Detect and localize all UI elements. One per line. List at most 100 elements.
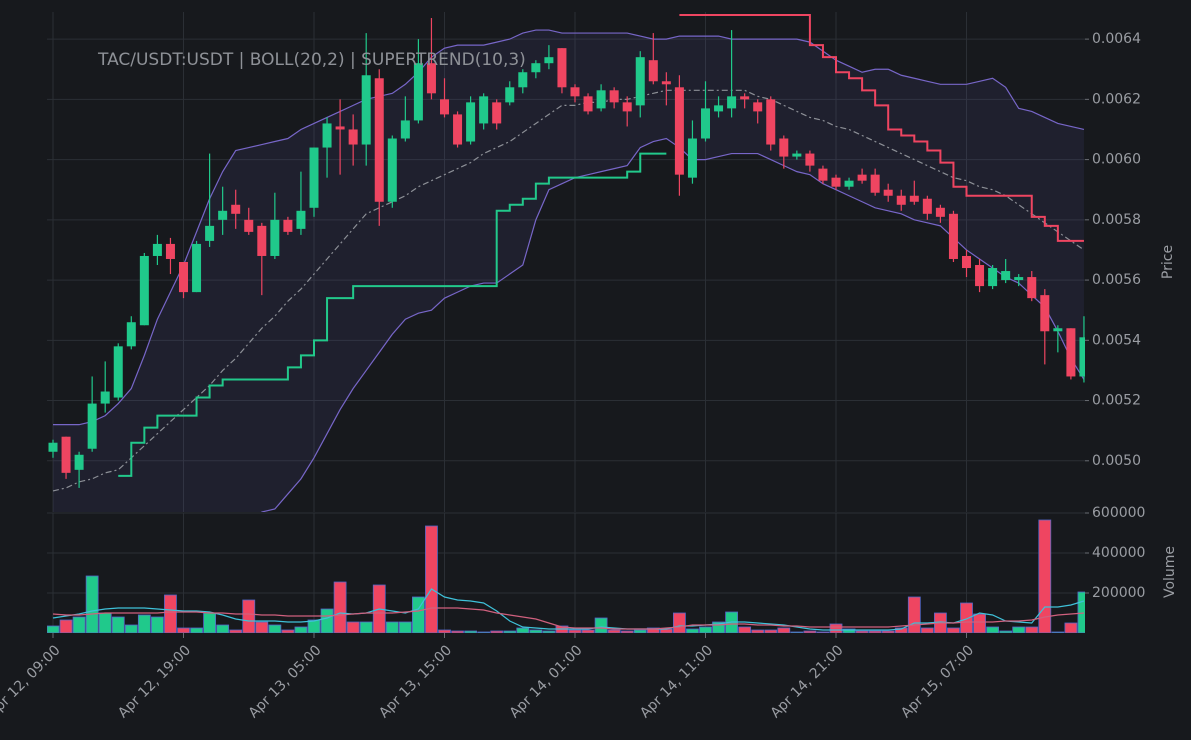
candle-body: [622, 102, 632, 112]
candle-body: [962, 255, 971, 269]
candle-body: [505, 87, 515, 103]
candle-body: [674, 87, 684, 175]
volume-bar: [47, 625, 60, 633]
candle-body: [492, 102, 502, 124]
candle-body: [1027, 277, 1037, 299]
candle-body: [988, 268, 998, 287]
candle-body: [374, 78, 384, 202]
volume-bar: [542, 630, 556, 633]
volume-bar: [85, 575, 99, 633]
volume-bar: [425, 525, 438, 633]
candle-body: [309, 147, 319, 208]
volume-bar: [164, 594, 177, 633]
volume-bar: [242, 599, 256, 633]
volume-bar: [894, 627, 908, 633]
volume-bar: [829, 623, 843, 633]
volume-bar: [307, 619, 321, 633]
candle-body: [1040, 295, 1050, 332]
candle-body: [883, 189, 893, 196]
candle-body: [818, 168, 828, 181]
candle-body: [557, 48, 567, 88]
candle-body: [544, 57, 554, 64]
volume-bar: [190, 627, 203, 633]
volume-bar: [111, 616, 125, 633]
candle-body: [387, 138, 397, 202]
candle-body: [466, 102, 476, 142]
candle-body: [1014, 277, 1024, 281]
volume-bar: [607, 629, 621, 633]
candle-body: [179, 262, 188, 293]
candle-body: [152, 243, 162, 256]
volume-bar: [594, 617, 608, 633]
volume-bar: [320, 608, 334, 633]
volume-bar: [451, 630, 464, 633]
volume-bar: [803, 630, 817, 633]
candle-body: [935, 207, 945, 217]
candle-body: [283, 219, 293, 232]
candle-body: [779, 138, 789, 157]
volume-bar: [673, 612, 686, 633]
candle-body: [413, 63, 423, 121]
volume-bar: [1064, 622, 1078, 633]
candle-body: [335, 126, 345, 130]
candle-body: [661, 81, 671, 85]
volume-bar: [255, 621, 269, 633]
price-axis-label: Price: [1160, 245, 1176, 279]
volume-bar: [150, 616, 164, 633]
candle-body: [609, 90, 619, 103]
candle-body: [857, 174, 867, 181]
volume-bar: [385, 621, 399, 633]
y-tick-label: 600000: [1092, 505, 1145, 521]
volume-bar: [438, 629, 451, 633]
candle-body: [231, 204, 241, 214]
volume-plot: [47, 519, 1085, 633]
candle-body: [48, 442, 58, 452]
candle-body: [479, 96, 489, 124]
candle-body: [870, 174, 880, 193]
y-tick-label: 0.0062: [1092, 91, 1141, 107]
candle-body: [975, 265, 985, 287]
candle-body: [922, 198, 932, 214]
volume-bar: [333, 581, 347, 633]
candle-body: [766, 99, 776, 145]
candle-body: [583, 96, 593, 112]
volume-bar: [411, 596, 425, 633]
candle-body: [440, 99, 449, 115]
candle-body: [192, 243, 202, 293]
volume-bar: [712, 621, 725, 633]
candle-body: [831, 177, 841, 187]
volume-bar: [751, 629, 765, 633]
volume-bar: [881, 630, 895, 633]
candle-body: [361, 75, 371, 145]
volume-bar: [738, 626, 752, 633]
candle-body: [714, 105, 724, 112]
candle-body: [948, 213, 958, 259]
candle-body: [896, 195, 906, 205]
candle-body: [792, 153, 802, 157]
y-tick-label: 400000: [1092, 545, 1145, 561]
volume-bar: [177, 627, 190, 633]
candle-body: [205, 225, 215, 241]
candle-body: [1066, 328, 1076, 377]
candle-body: [570, 87, 580, 97]
candle-body: [139, 255, 149, 326]
y-tick-label: 0.0050: [1092, 453, 1141, 469]
volume-bar: [646, 627, 660, 633]
candle-body: [296, 210, 306, 229]
candle-body: [648, 60, 658, 82]
volume-bar: [346, 621, 360, 633]
volume-bar: [124, 624, 138, 633]
candle-body: [687, 138, 697, 178]
candle-body: [1079, 337, 1085, 377]
volume-bar: [947, 627, 960, 633]
volume-bar: [398, 621, 412, 633]
volume-bar: [1038, 519, 1052, 633]
volume-bar: [986, 626, 999, 633]
volume-bar: [855, 630, 869, 633]
volume-bar: [529, 629, 543, 633]
volume-bar: [1025, 626, 1039, 633]
candle-body: [400, 120, 410, 139]
candle-body: [844, 180, 854, 187]
candle-body: [218, 210, 228, 220]
candle-body: [740, 96, 750, 100]
